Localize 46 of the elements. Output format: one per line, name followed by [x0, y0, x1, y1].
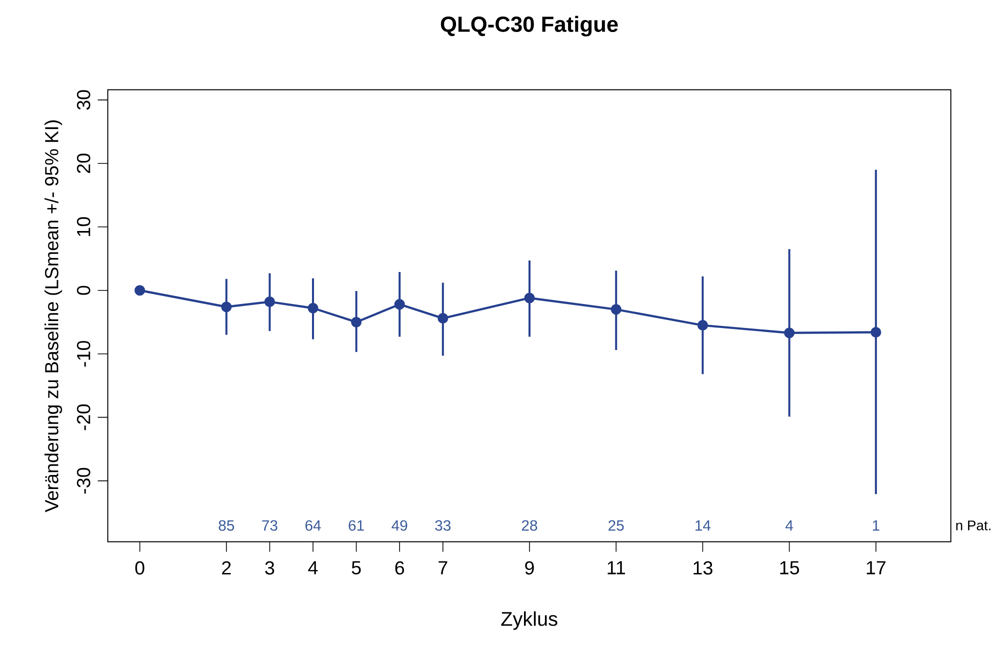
y-tick-label: 20 — [76, 153, 90, 173]
text: n Pat. — [956, 520, 990, 530]
annotation: 4 — [786, 520, 794, 530]
annotation: 1 — [872, 520, 880, 530]
x-tick-label: 15 — [780, 561, 800, 574]
annotation: 25 — [608, 520, 624, 531]
x-tick-label: 2 — [222, 560, 231, 574]
x-tick-label: 0 — [135, 560, 144, 574]
x-tick-label: 9 — [525, 560, 534, 574]
y-tick-label: -30 — [76, 468, 90, 494]
annotation: 49 — [392, 520, 408, 531]
point — [351, 316, 362, 328]
point — [697, 320, 708, 330]
x-tick-label: 5 — [352, 561, 361, 574]
point — [438, 312, 448, 324]
point — [308, 302, 318, 314]
annotation: 85 — [218, 520, 234, 531]
chart-title: QLQ-C30 Fatigue — [440, 16, 618, 36]
x-tick-label: 17 — [866, 561, 886, 574]
annotation: 14 — [696, 520, 711, 530]
x-tick-label: 13 — [694, 560, 712, 574]
point — [784, 327, 795, 338]
y-tick-label: 0 — [76, 286, 90, 295]
y-tick-label: -20 — [76, 404, 90, 430]
annotation: 73 — [262, 520, 278, 531]
annotation: 28 — [522, 520, 538, 531]
y-axis-title: Veränderung zu Baseline (LSmean +/- 95% KI) — [44, 120, 62, 512]
y-tick-label: -10 — [76, 340, 90, 366]
annotation: 33 — [435, 520, 451, 531]
y-tick-label: 10 — [76, 216, 90, 236]
point — [524, 292, 535, 304]
x-tick-label: 11 — [608, 561, 625, 574]
x-tick-label: 4 — [308, 561, 318, 574]
x-tick-label: 7 — [438, 561, 448, 574]
point — [134, 284, 146, 296]
point — [221, 301, 232, 312]
x-tick-label: 3 — [265, 560, 274, 574]
annotation: 64 — [305, 520, 321, 531]
x-axis-title: Zyklus — [501, 611, 558, 630]
point — [264, 296, 275, 307]
annotation: 61 — [348, 520, 364, 531]
x-tick-label: 6 — [395, 560, 404, 574]
point — [610, 304, 622, 314]
y-tick-label: 30 — [76, 90, 90, 110]
point — [870, 326, 882, 338]
point — [394, 298, 405, 310]
